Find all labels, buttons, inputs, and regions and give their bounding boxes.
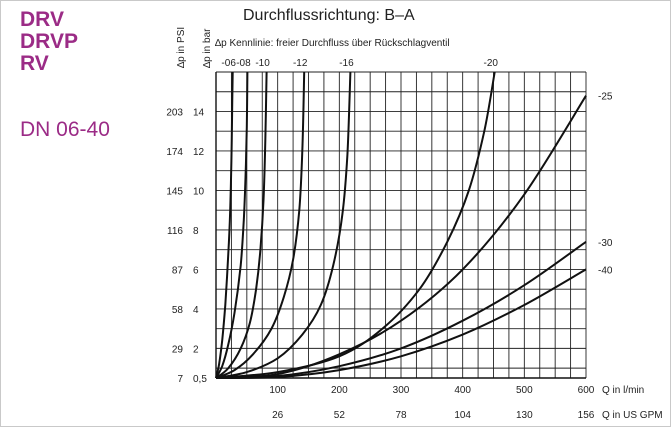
y-tick-label-bar: 6 — [193, 265, 199, 276]
y-tick-label-bar: 8 — [193, 226, 199, 237]
series-label-16: -16 — [339, 58, 354, 69]
y-tick-label-bar: 10 — [193, 186, 205, 197]
series-line-20 — [215, 71, 496, 379]
y-axis-psi-label: ∆p in PSI — [176, 27, 187, 68]
y-tick-label-psi: 203 — [166, 107, 183, 118]
x-axis-lpm-label: Q in l/min — [602, 385, 644, 396]
y-tick-label-bar: 2 — [193, 344, 199, 355]
y-tick-label-bar: 0,5 — [193, 374, 207, 385]
y-tick-label-bar: 12 — [193, 147, 205, 158]
series-line-10 — [215, 71, 268, 379]
x-tick-label-gpm: 26 — [272, 410, 284, 421]
series-line-40 — [215, 268, 587, 379]
x-tick-label-gpm: 78 — [395, 410, 407, 421]
series-label-10: -10 — [255, 58, 270, 69]
x-tick-label-lpm: 200 — [331, 385, 348, 396]
series-label-25: -25 — [598, 92, 613, 103]
x-tick-label-gpm: 52 — [334, 410, 346, 421]
x-tick-label-lpm: 400 — [454, 385, 471, 396]
series-label-12: -12 — [293, 58, 308, 69]
y-tick-label-psi: 116 — [167, 226, 183, 237]
series-line-16 — [215, 71, 352, 379]
size-range: DN 06-40 — [20, 118, 110, 141]
y-tick-label-psi: 145 — [166, 186, 183, 197]
y-tick-label-psi: 29 — [172, 344, 184, 355]
product-line-drv: DRV — [20, 8, 64, 31]
chart-title: Durchflussrichtung: B–A — [243, 7, 415, 24]
series-label-06: -06 — [221, 58, 236, 69]
x-tick-label-lpm: 500 — [516, 385, 533, 396]
y-axis-bar-label: ∆p in bar — [202, 28, 213, 68]
series-label-40: -40 — [598, 265, 613, 276]
x-tick-label-lpm: 100 — [269, 385, 286, 396]
y-tick-label-psi: 7 — [177, 374, 183, 385]
y-tick-label-bar: 4 — [193, 305, 199, 316]
x-tick-label-lpm: 600 — [578, 385, 595, 396]
y-tick-label-psi: 58 — [172, 305, 184, 316]
series-lines — [215, 71, 587, 379]
chart-subtitle: ∆p Kennlinie: freier Durchfluss über Rüc… — [215, 38, 450, 49]
x-tick-label-gpm: 104 — [454, 410, 471, 421]
series-label-08: -08 — [236, 58, 251, 69]
product-line-rv: RV — [20, 52, 49, 75]
series-line-25 — [215, 95, 587, 379]
y-tick-label-psi: 87 — [172, 265, 184, 276]
series-label-20: -20 — [484, 58, 499, 69]
x-tick-label-lpm: 300 — [393, 385, 410, 396]
y-tick-label-psi: 174 — [166, 147, 183, 158]
y-tick-label-bar: 14 — [193, 107, 205, 118]
series-line-08 — [215, 71, 249, 379]
x-tick-label-gpm: 130 — [516, 410, 533, 421]
product-line-drvp: DRVP — [20, 30, 78, 53]
series-labels: -06 -08 -10 -12 -16 -20 -25 -30 -40 — [221, 58, 612, 276]
series-line-06 — [215, 71, 234, 379]
series-line-12 — [215, 71, 306, 379]
x-tick-label-gpm: 156 — [578, 410, 595, 421]
grid — [216, 71, 587, 378]
series-label-30: -30 — [598, 238, 613, 249]
x-axis-gpm-label: Q in US GPM — [602, 410, 663, 421]
